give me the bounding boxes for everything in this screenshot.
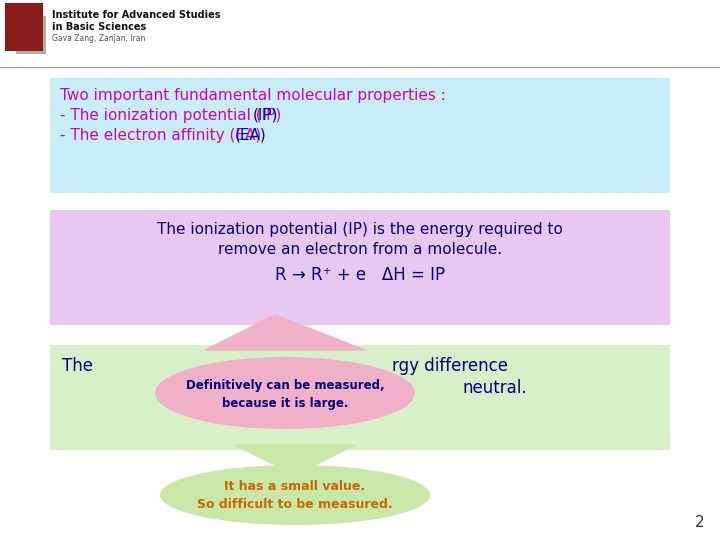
FancyBboxPatch shape [16, 16, 46, 54]
Text: neutral.: neutral. [462, 379, 526, 397]
Text: rgy difference: rgy difference [392, 357, 508, 375]
Text: Two important fundamental molecular properties :: Two important fundamental molecular prop… [60, 88, 446, 103]
Text: So difficult to be measured.: So difficult to be measured. [197, 498, 393, 511]
FancyBboxPatch shape [50, 78, 670, 193]
Text: Institute for Advanced Studies: Institute for Advanced Studies [52, 10, 220, 20]
FancyBboxPatch shape [50, 210, 670, 325]
Text: because it is large.: because it is large. [222, 396, 348, 409]
Text: (EA): (EA) [235, 128, 266, 143]
Text: (IP): (IP) [253, 108, 279, 123]
Text: Definitively can be measured,: Definitively can be measured, [186, 379, 384, 392]
Polygon shape [235, 445, 355, 475]
Text: remove an electron from a molecule.: remove an electron from a molecule. [218, 242, 502, 257]
Text: - The electron affinity (EA): - The electron affinity (EA) [60, 128, 261, 143]
Text: R → R⁺ + e   ΔH = IP: R → R⁺ + e ΔH = IP [275, 266, 445, 284]
Text: in Basic Sciences: in Basic Sciences [52, 22, 146, 32]
Ellipse shape [155, 357, 415, 429]
Text: Gava Zang, Zanjan, Iran: Gava Zang, Zanjan, Iran [52, 34, 145, 43]
Ellipse shape [160, 465, 430, 525]
Text: It has a small value.: It has a small value. [225, 481, 366, 494]
Text: 2: 2 [696, 515, 705, 530]
Text: The ionization potential (IP) is the energy required to: The ionization potential (IP) is the ene… [157, 222, 563, 237]
Text: The: The [62, 357, 93, 375]
Polygon shape [205, 315, 365, 350]
Text: - The ionization potential (IP): - The ionization potential (IP) [60, 108, 282, 123]
FancyBboxPatch shape [5, 3, 43, 51]
Text: R + e → R⁻   ΔH = -EA: R + e → R⁻ ΔH = -EA [180, 401, 379, 419]
FancyBboxPatch shape [50, 345, 670, 450]
